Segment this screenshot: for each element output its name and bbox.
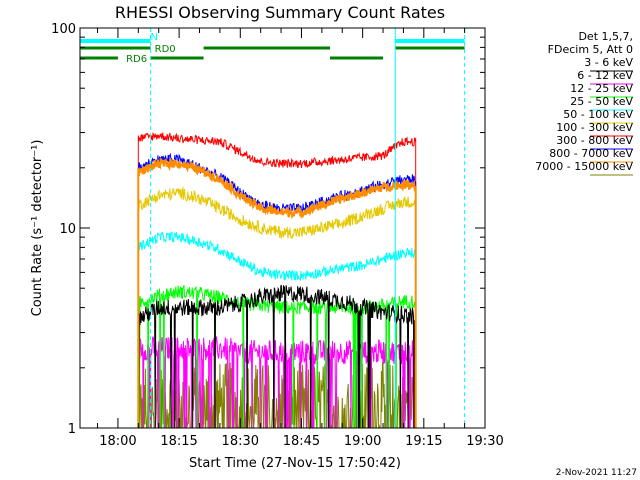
legend-label: 25 - 50 keV [570, 95, 633, 108]
y-axis-label: Count Rate (s⁻¹ detector⁻¹) [30, 140, 45, 317]
date-stamp: 2-Nov-2021 11:27 [556, 468, 637, 478]
legend-label: 50 - 100 keV [563, 108, 633, 121]
series-layer [137, 132, 417, 430]
series-line [137, 284, 417, 429]
x-axis-label: Start Time (27-Nov-15 17:50:42) [189, 456, 401, 471]
x-tick-label: 19:15 [405, 434, 442, 449]
y-tick-label: 10 [59, 222, 76, 237]
series-line [137, 186, 417, 428]
legend-label: 7000 - 15000 keV [535, 160, 633, 173]
legend-label: 6 - 12 keV [577, 69, 633, 82]
x-tick-label: 19:30 [466, 434, 503, 449]
legend-label: 100 - 300 keV [556, 121, 633, 134]
flag-label: RD0 [155, 44, 176, 55]
series-line [137, 230, 417, 428]
chart-title: RHESSI Observing Summary Count Rates [115, 3, 445, 22]
legend-header-line-1: Det 1,5,7, [578, 30, 633, 43]
x-tick-label: 18:15 [160, 434, 197, 449]
x-tick-label: 18:45 [283, 434, 320, 449]
plot-frame [79, 27, 486, 429]
y-tick-label: 100 [51, 22, 76, 37]
legend-label: 12 - 25 keV [570, 82, 633, 95]
flag-label: RD6 [126, 54, 147, 65]
legend-header-line-2: FDecim 5, Att 0 [548, 43, 633, 56]
y-tick-label: 1 [68, 422, 76, 437]
x-tick-label: 18:00 [99, 434, 136, 449]
x-axis: 18:00 18:15 18:30 18:45 19:00 19:15 19:30 [97, 28, 504, 449]
series-line [137, 157, 417, 428]
legend-label: 3 - 6 keV [584, 56, 633, 69]
x-tick-label: 18:30 [222, 434, 259, 449]
legend-label: 800 - 7000 keV [549, 147, 633, 160]
x-tick-label: 19:00 [344, 434, 381, 449]
series-line [137, 132, 417, 428]
series-line [137, 361, 417, 430]
legend-label: 300 - 800 keV [556, 134, 633, 147]
flag-label: N [151, 32, 158, 43]
y-axis: 1 10 100 [51, 22, 485, 437]
